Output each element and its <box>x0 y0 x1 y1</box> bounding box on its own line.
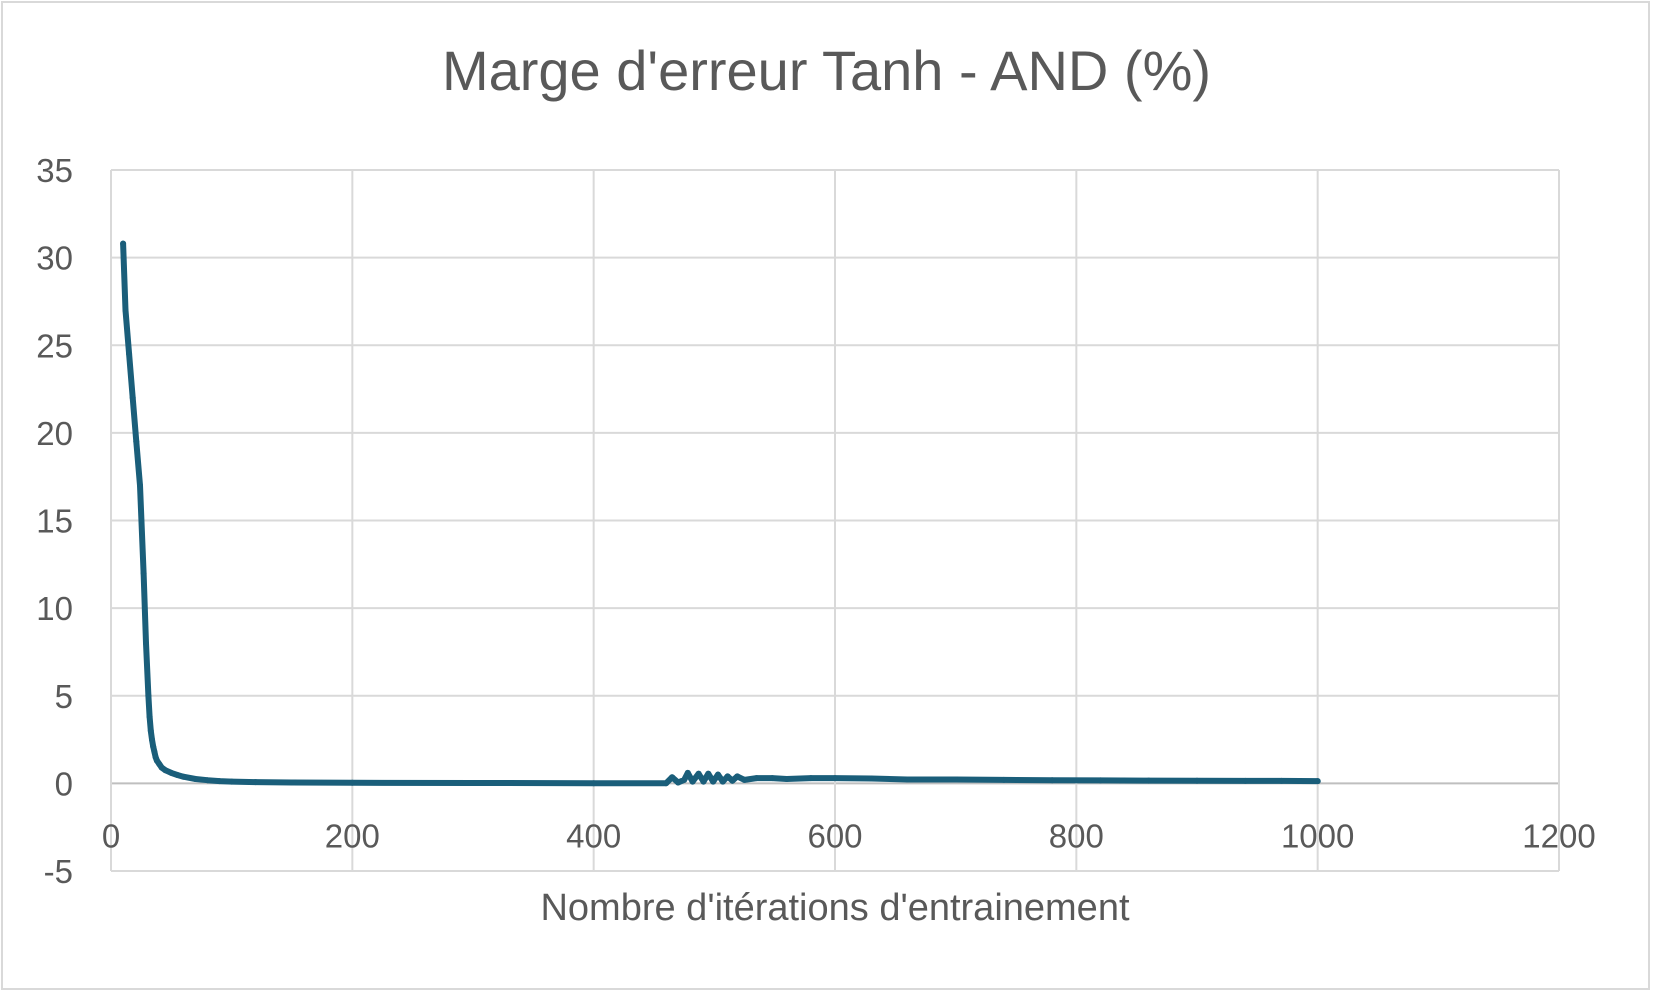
data-point <box>122 307 129 314</box>
data-point <box>710 778 717 785</box>
data-point <box>1049 777 1056 784</box>
data-point <box>133 438 140 445</box>
x-tick-label: 800 <box>1049 817 1104 854</box>
x-tick-label: 200 <box>325 817 380 854</box>
data-point <box>147 727 154 734</box>
data-point <box>724 773 731 780</box>
data-point <box>145 692 152 699</box>
data-point <box>168 769 175 776</box>
y-tick-label: 5 <box>55 678 73 715</box>
y-tick-label: 0 <box>55 765 73 802</box>
data-point <box>150 743 157 750</box>
y-tick-label: 10 <box>36 590 73 627</box>
y-tick-label: 35 <box>36 152 73 189</box>
data-series <box>120 240 1321 787</box>
data-point <box>868 775 875 782</box>
data-point <box>162 767 169 774</box>
data-point <box>590 780 597 787</box>
data-point <box>216 778 223 785</box>
data-point <box>126 351 133 357</box>
data-point <box>832 775 838 782</box>
data-point <box>146 713 153 720</box>
tick-labels: -5 0 5 10 15 20 25 30 35 0 200 400 600 800 1000 1200 <box>36 152 1595 890</box>
data-point <box>1097 777 1104 784</box>
data-point <box>1278 777 1285 784</box>
series-line <box>120 240 1321 787</box>
data-point <box>753 775 760 782</box>
y-tick-label: 15 <box>36 503 73 540</box>
data-point <box>684 769 691 776</box>
data-point <box>149 736 155 743</box>
data-point <box>192 776 199 782</box>
data-point <box>1242 777 1249 784</box>
data-point <box>705 770 712 777</box>
data-point <box>669 774 676 781</box>
data-point <box>140 570 147 577</box>
grid-lines <box>110 169 1560 872</box>
data-point <box>470 780 476 786</box>
data-point <box>734 773 741 780</box>
chart-title: Marge d'erreur Tanh - AND (%) <box>441 39 1212 102</box>
data-point <box>349 779 356 786</box>
x-tick-label: 0 <box>102 817 120 854</box>
data-point <box>769 775 776 782</box>
data-point <box>729 777 736 784</box>
data-point <box>952 776 959 783</box>
data-point <box>137 482 143 489</box>
data-point <box>1145 777 1152 784</box>
data-point <box>129 394 136 401</box>
data-point <box>1194 777 1200 784</box>
data-point <box>904 776 911 783</box>
data-point <box>204 777 211 784</box>
x-tick-label: 1200 <box>1522 817 1595 854</box>
data-point <box>700 778 707 785</box>
x-axis-title: Nombre d'itérations d'entrainement <box>540 887 1129 929</box>
data-point <box>1314 778 1321 785</box>
y-tick-label: -5 <box>44 853 73 890</box>
x-tick-label: 1000 <box>1281 817 1354 854</box>
y-tick-label: 30 <box>36 240 73 277</box>
data-point <box>719 778 726 785</box>
data-point <box>120 240 127 247</box>
data-point <box>741 776 748 783</box>
data-point <box>151 748 158 755</box>
data-point <box>1000 776 1007 783</box>
data-point <box>695 770 702 777</box>
data-point <box>807 775 814 782</box>
data-point <box>143 640 149 647</box>
data-point <box>180 773 187 780</box>
data-point <box>663 780 670 787</box>
y-tick-label: 25 <box>36 327 73 364</box>
data-point <box>252 779 259 786</box>
data-point <box>289 779 295 786</box>
data-point <box>689 778 696 785</box>
y-tick-label: 20 <box>36 415 73 452</box>
data-point <box>681 776 688 783</box>
data-point <box>783 776 790 782</box>
x-tick-label: 400 <box>566 817 621 854</box>
data-point <box>675 779 682 786</box>
data-point <box>174 772 181 778</box>
data-point <box>228 778 235 785</box>
x-tick-label: 600 <box>807 817 862 854</box>
data-point <box>715 771 721 778</box>
